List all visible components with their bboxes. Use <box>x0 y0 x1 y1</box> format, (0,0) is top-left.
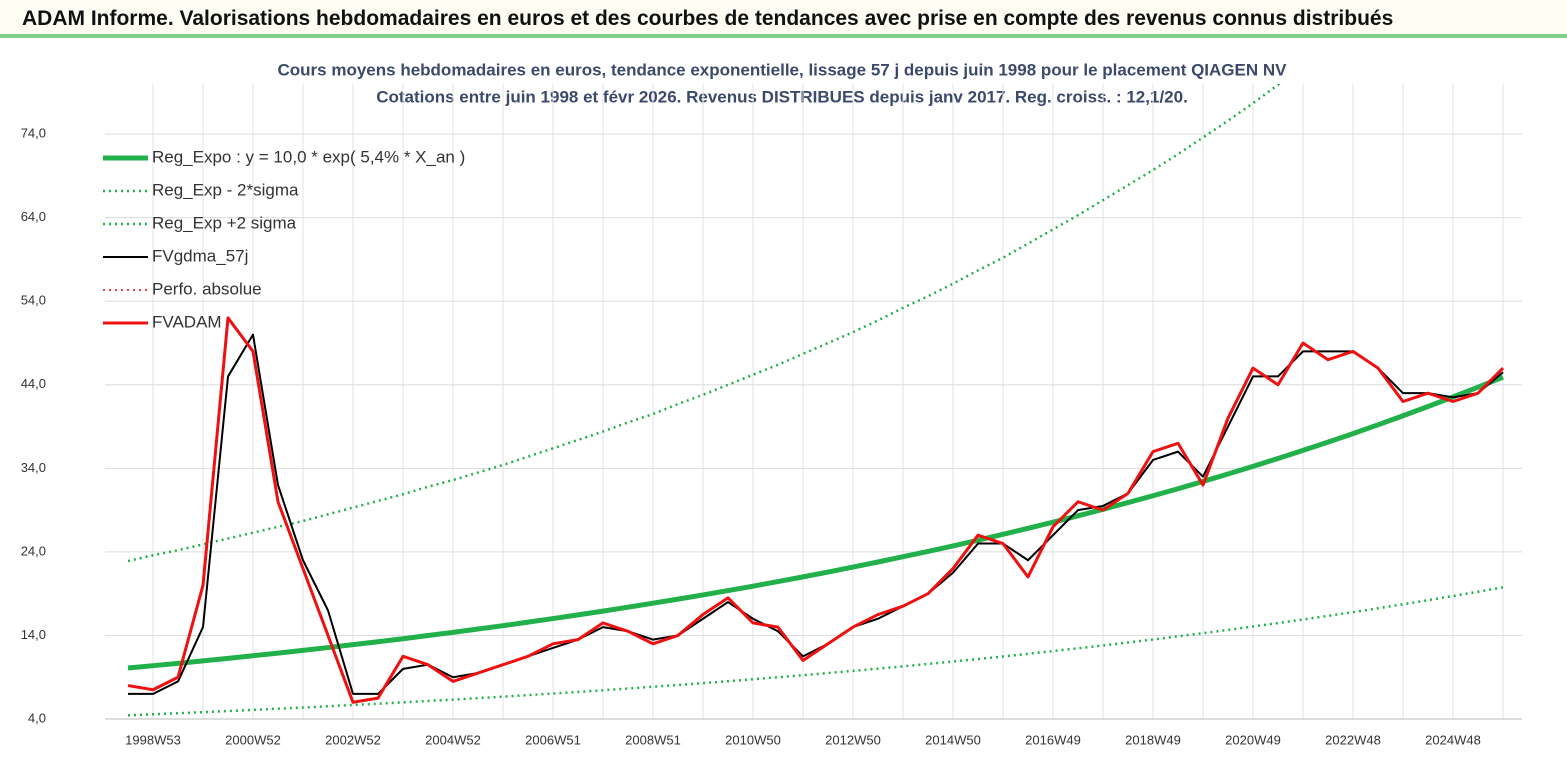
legend-label: FVADAM <box>152 312 222 331</box>
y-tick-label: 34,0 <box>21 460 46 475</box>
y-tick-label: 64,0 <box>21 209 46 224</box>
y-tick-label: 24,0 <box>21 543 46 558</box>
x-tick-label: 2022W48 <box>1325 732 1381 747</box>
series-line <box>127 374 1504 671</box>
chart: Cours moyens hebdomadaires en euros, ten… <box>21 60 1522 747</box>
y-tick-label: 14,0 <box>21 627 46 642</box>
legend-label: Reg_Expo : y = 10,0 * exp( 5,4% * X_an ) <box>152 147 465 166</box>
series-line <box>127 316 1505 704</box>
y-tick-label: 74,0 <box>21 126 46 141</box>
x-tick-label: 2018W49 <box>1125 732 1181 747</box>
y-tick-label: 54,0 <box>21 293 46 308</box>
x-tick-label: 2014W50 <box>925 732 981 747</box>
series-line <box>127 84 1282 563</box>
y-tick-label: 4,0 <box>28 710 46 725</box>
x-tick-label: 2010W50 <box>725 732 781 747</box>
x-tick-label: 2002W52 <box>325 732 381 747</box>
chart-subtitle: Cotations entre juin 1998 et févr 2026. … <box>376 87 1188 106</box>
legend-label: FVgdma_57j <box>152 246 248 265</box>
plot <box>127 84 1505 717</box>
x-tick-label: 1998W53 <box>125 732 181 747</box>
x-tick-label: 2008W51 <box>625 732 681 747</box>
x-tick-label: 2006W51 <box>525 732 581 747</box>
legend-label: Reg_Exp +2 sigma <box>152 213 297 232</box>
x-tick-label: 2004W52 <box>425 732 481 747</box>
legend-label: Reg_Exp - 2*sigma <box>152 180 299 199</box>
x-tick-label: 2024W48 <box>1425 732 1481 747</box>
header-title: ADAM Informe. Valorisations hebdomadaire… <box>0 0 1567 38</box>
chart-title: Cours moyens hebdomadaires en euros, ten… <box>278 60 1288 79</box>
series-line <box>128 333 1504 695</box>
x-tick-label: 2000W52 <box>225 732 281 747</box>
x-tick-label: 2012W50 <box>825 732 881 747</box>
legend-label: Perfo. absolue <box>152 279 262 298</box>
series-line <box>127 586 1504 717</box>
y-tick-label: 44,0 <box>21 376 46 391</box>
x-tick-label: 2020W49 <box>1225 732 1281 747</box>
x-tick-label: 2016W49 <box>1025 732 1081 747</box>
